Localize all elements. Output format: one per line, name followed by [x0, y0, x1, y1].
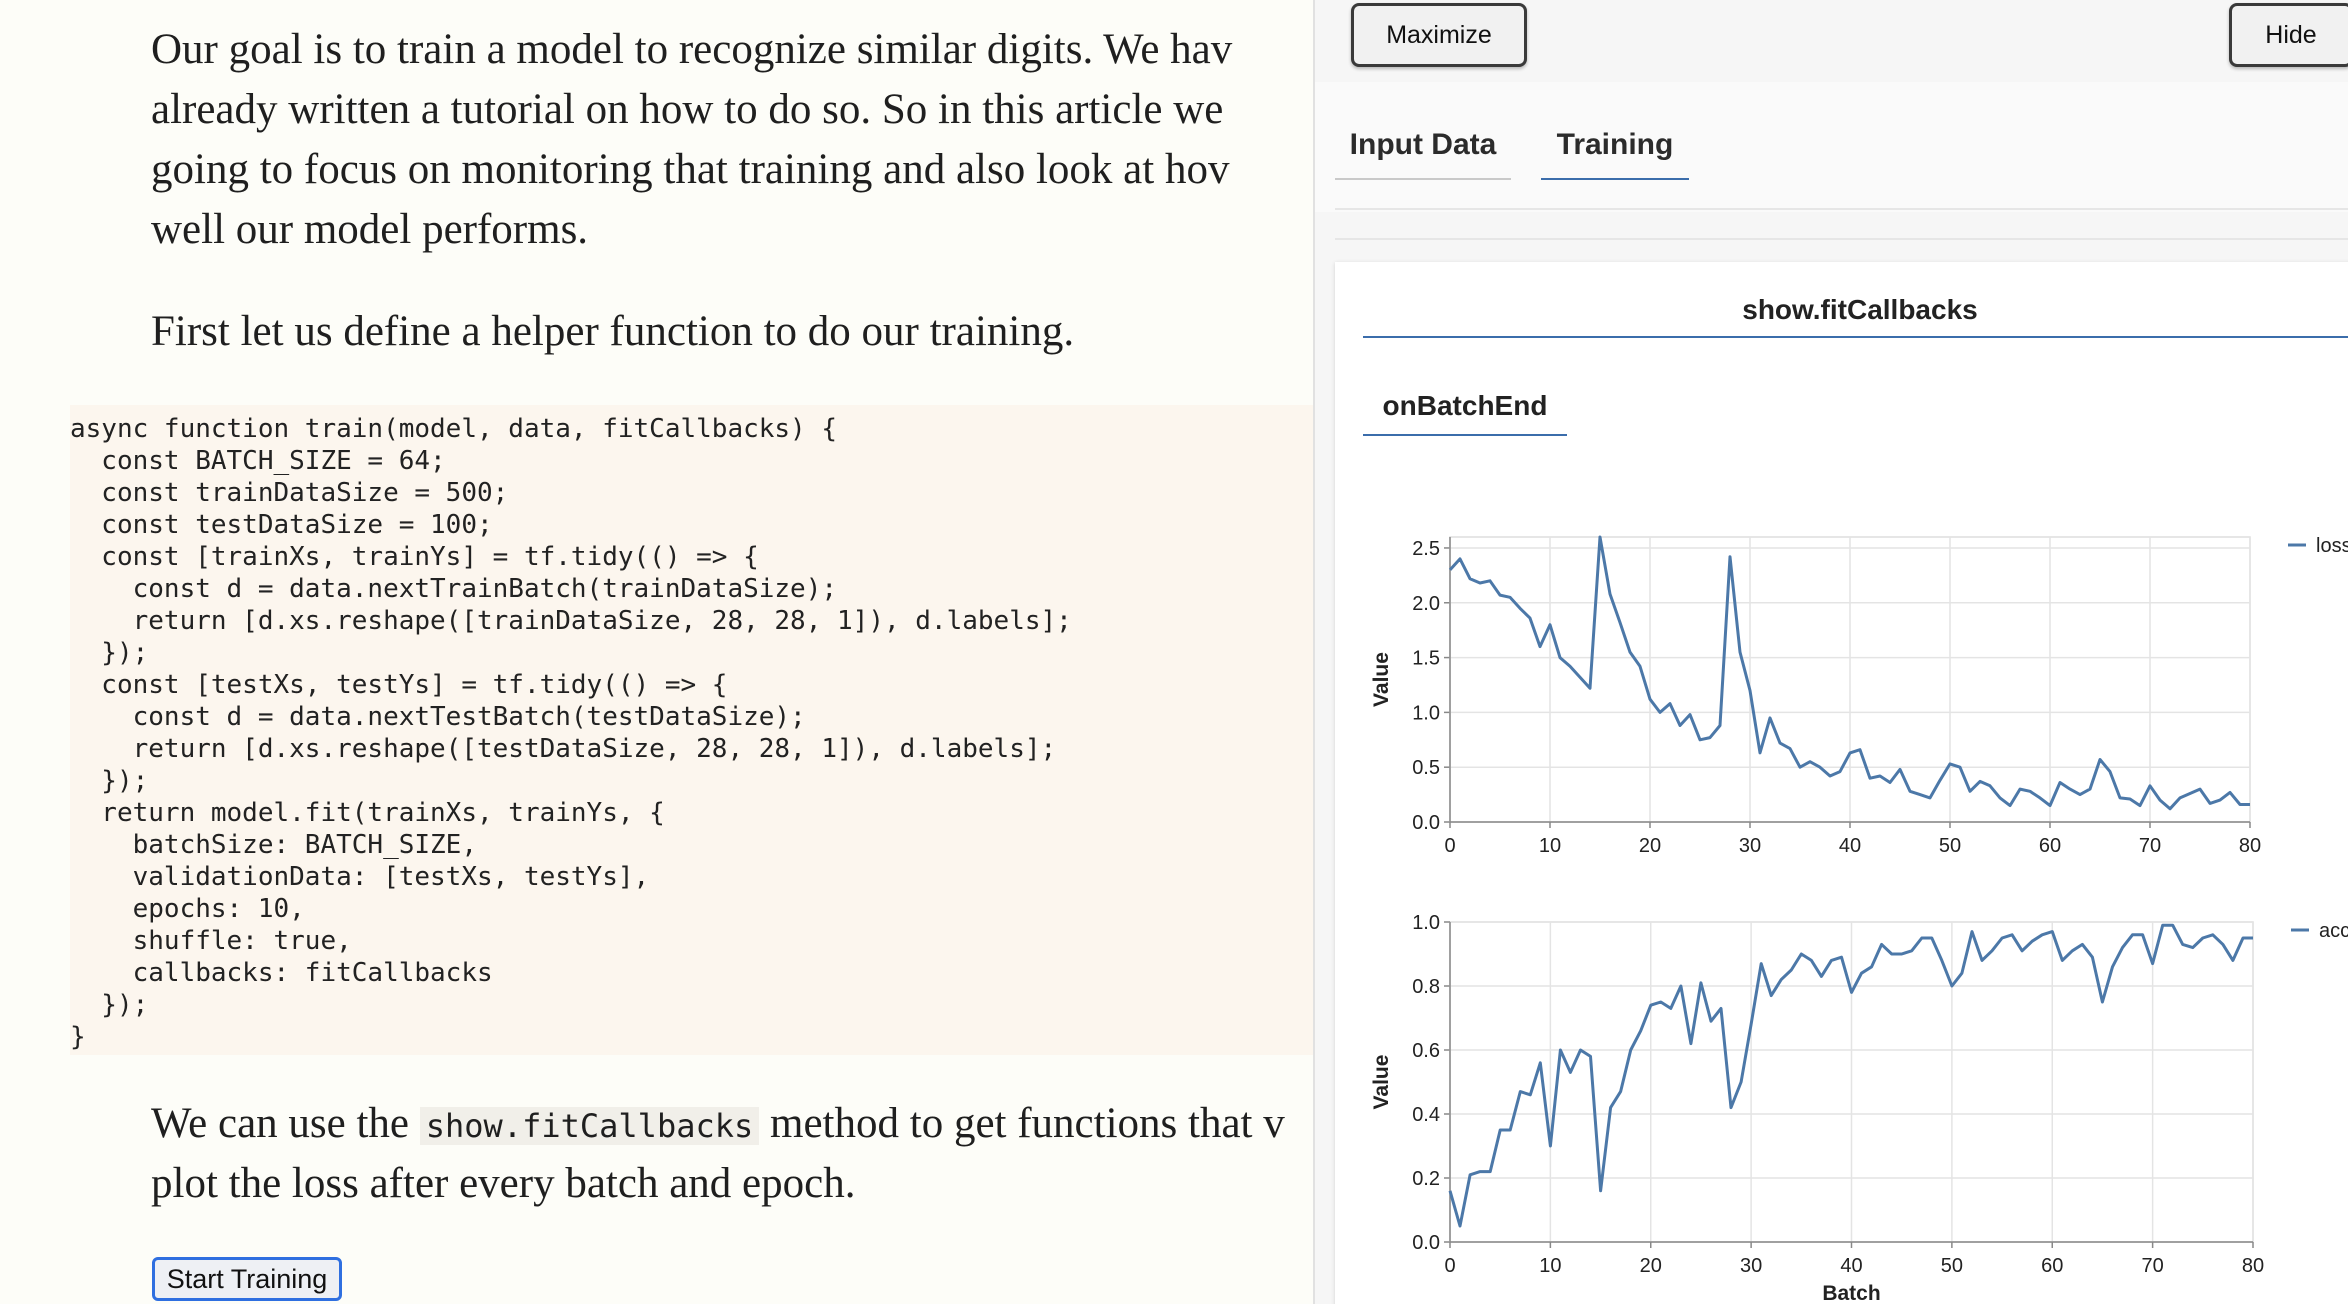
code-line: callbacks: fitCallbacks: [70, 958, 493, 988]
tab-bar: [1315, 82, 2348, 212]
outro-text-after: method to get functions that v: [759, 1100, 1285, 1147]
code-line: const testDataSize = 100;: [70, 510, 493, 540]
code-line: epochs: 10,: [70, 894, 305, 924]
y-tick-label: 0.2: [1412, 1168, 1440, 1190]
y-tick-label: 1.0: [1412, 912, 1440, 934]
y-tick-label: 0.6: [1412, 1040, 1440, 1062]
maximize-button[interactable]: Maximize: [1351, 3, 1527, 67]
subtab-onbatchend-underline: [1363, 434, 1567, 436]
x-tick-label: 40: [1839, 835, 1861, 857]
code-block: async function train(model, data, fitCal…: [70, 405, 1320, 1055]
code-line: batchSize: BATCH_SIZE,: [70, 830, 477, 860]
x-tick-label: 80: [2239, 835, 2261, 857]
code-line: const trainDataSize = 500;: [70, 478, 509, 508]
x-tick-label: 30: [1739, 835, 1761, 857]
x-tick-label: 50: [1939, 835, 1961, 857]
y-tick-label: 2.0: [1412, 593, 1440, 615]
x-tick-label: 60: [2041, 1255, 2063, 1277]
y-axis-label: Value: [1370, 652, 1393, 707]
y-tick-label: 0.5: [1412, 757, 1440, 779]
y-axis-label: Value: [1370, 1055, 1393, 1110]
intro-line-1: Our goal is to train a model to recogniz…: [151, 26, 1233, 73]
code-line: const BATCH_SIZE = 64;: [70, 446, 446, 476]
legend-label: acc: [2319, 920, 2348, 942]
x-tick-label: 0: [1444, 1255, 1455, 1277]
intro-line-4: well our model performs.: [151, 206, 589, 253]
tab-training-underline: [1541, 178, 1689, 180]
code-line: const d = data.nextTestBatch(testDataSiz…: [70, 702, 806, 732]
outro-text-before: We can use the: [151, 1100, 420, 1147]
x-axis-label: Batch: [1822, 1282, 1880, 1302]
x-tick-label: 10: [1539, 835, 1561, 857]
x-tick-label: 40: [1840, 1255, 1862, 1277]
fitcallbacks-card: show.fitCallbacks onBatchEnd 0.0 0.5 1.0 1.…: [1335, 262, 2348, 1304]
x-tick-label: 10: [1539, 1255, 1561, 1277]
tab-input-data[interactable]: Input Data: [1349, 128, 1497, 161]
tab-training[interactable]: Training: [1556, 128, 1674, 161]
x-tick-label: 70: [2139, 835, 2161, 857]
intro-line-3: going to focus on monitoring that traini…: [151, 146, 1230, 193]
code-line: return [d.xs.reshape([testDataSize, 28, …: [70, 734, 1057, 764]
outro-line-1: We can use the show.fitCallbacks method …: [151, 1094, 1320, 1156]
code-line: }: [70, 1022, 86, 1052]
x-tick-label: 50: [1941, 1255, 1963, 1277]
y-tick-label: 0.4: [1412, 1104, 1440, 1126]
tab-input-data-underline: [1335, 178, 1511, 180]
x-tick-label: 20: [1640, 1255, 1662, 1277]
y-tick-label: 0.8: [1412, 976, 1440, 998]
x-tick-label: 0: [1444, 835, 1455, 857]
hide-button[interactable]: Hide: [2229, 3, 2348, 67]
intro-line-2: already written a tutorial on how to do …: [151, 86, 1224, 133]
subtab-onbatchend[interactable]: onBatchEnd: [1382, 390, 1548, 421]
code-line: });: [70, 766, 149, 796]
loss-chart: 0.00.51.01.52.02.501020304050607080Batch…: [1370, 535, 2348, 857]
card-title-rule: [1363, 336, 2348, 338]
legend-label: loss: [2316, 535, 2348, 557]
code-line: validationData: [testXs, testYs],: [70, 862, 650, 892]
x-tick-label: 70: [2142, 1255, 2164, 1277]
code-line: const [trainXs, trainYs] = tf.tidy(() =>…: [70, 542, 759, 572]
section-divider: [1335, 238, 2348, 240]
visor-panel: Maximize Hide Input Data Training show.f…: [1313, 0, 2348, 1304]
x-tick-label: 80: [2242, 1255, 2264, 1277]
x-tick-label: 20: [1639, 835, 1661, 857]
code-line: });: [70, 990, 149, 1020]
code-line: });: [70, 638, 149, 668]
series-line-loss: [1448, 535, 2250, 811]
tab-divider: [1335, 208, 2348, 210]
outro-line-2: plot the loss after every batch and epoc…: [151, 1160, 856, 1207]
card-title: show.fitCallbacks: [1742, 294, 1978, 325]
code-line: shuffle: true,: [70, 926, 352, 956]
y-tick-label: 1.5: [1412, 648, 1440, 670]
x-tick-label: 60: [2039, 835, 2061, 857]
helper-sentence: First let us define a helper function to…: [151, 308, 1075, 355]
y-tick-label: 2.5: [1412, 538, 1440, 560]
code-line: const d = data.nextTrainBatch(trainDataS…: [70, 574, 838, 604]
start-training-button[interactable]: Start Training: [152, 1257, 342, 1301]
code-line: async function train(model, data, fitCal…: [70, 414, 838, 444]
series-line-acc: [1448, 923, 2253, 1228]
code-line: return [d.xs.reshape([trainDataSize, 28,…: [70, 606, 1072, 636]
accuracy-chart: 0.0 0.2 0.4 0.6 0.8 1.0 0 10 20 30 40 50 60 70 80 Batch…: [1370, 912, 2348, 1302]
article: Our goal is to train a model to recogniz…: [70, 26, 1320, 1301]
y-tick-label: 1.0: [1412, 702, 1440, 724]
inline-code: show.fitCallbacks: [419, 1107, 760, 1145]
y-tick-label: 0.0: [1412, 1232, 1440, 1254]
x-tick-label: 30: [1740, 1255, 1762, 1277]
code-line: return model.fit(trainXs, trainYs, {: [70, 798, 665, 828]
y-tick-label: 0.0: [1412, 812, 1440, 834]
code-line: const [testXs, testYs] = tf.tidy(() => {: [70, 670, 728, 700]
